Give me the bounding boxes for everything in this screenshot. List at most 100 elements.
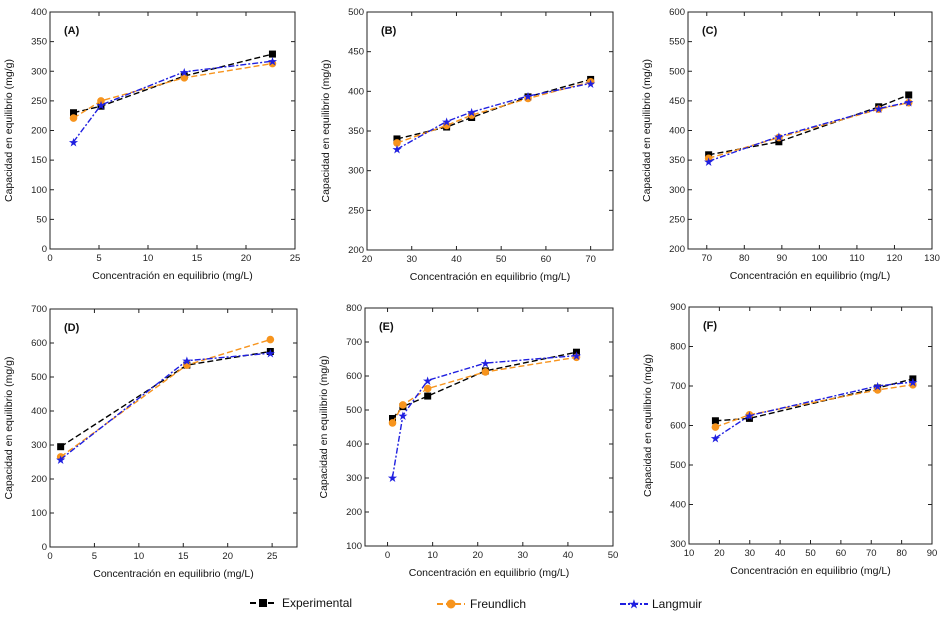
y-tick-label: 700 — [346, 337, 362, 348]
y-axis-label: Capacidad en equilibrio (mg/g) — [642, 354, 654, 497]
star-marker-icon: ★ — [628, 597, 640, 612]
circle-marker-icon — [446, 599, 456, 609]
y-tick-label: 200 — [669, 244, 685, 255]
plot-frame — [688, 306, 933, 545]
y-tick-label: 200 — [346, 507, 362, 518]
y-tick-label: 250 — [348, 205, 364, 216]
x-tick-label: 5 — [96, 253, 101, 264]
data-point-experimental — [268, 50, 276, 58]
y-tick-label: 0 — [42, 542, 47, 553]
y-tick-label: 500 — [669, 66, 685, 77]
panel-f: 10 20 30 40 50 60 70 80 90 300 400 500 600 700 800 900 C… — [642, 302, 937, 577]
y-tick-label: 550 — [669, 37, 685, 48]
data-point-experimental — [775, 138, 783, 146]
data-point-langmuir: ★ — [903, 96, 914, 110]
x-axis-label: Concentración en equilibrio (mg/L) — [92, 270, 253, 282]
y-tick-label: 350 — [31, 37, 47, 48]
x-tick-label: 80 — [896, 548, 907, 559]
y-axis-label: Capacidad en equilibrio (mg/g) — [320, 60, 332, 203]
x-tick-label: 40 — [563, 550, 574, 561]
data-point-freundlich — [97, 97, 105, 105]
data-point-experimental — [909, 375, 917, 383]
series-line-langmuir — [396, 82, 591, 150]
data-point-freundlich — [423, 384, 432, 393]
y-tick-label: 500 — [670, 460, 686, 471]
x-tick-label: 110 — [849, 253, 864, 264]
x-tick-label: 15 — [192, 253, 203, 264]
series-line-freundlich — [73, 62, 273, 119]
data-point-freundlich — [399, 401, 407, 409]
data-point-freundlich — [711, 423, 720, 431]
plot-frame — [364, 307, 614, 547]
x-tick-label: 20 — [222, 551, 233, 562]
x-tick-label: 60 — [541, 254, 552, 265]
panel-label: (B) — [381, 25, 397, 37]
data-point-langmuir: ★ — [181, 354, 192, 368]
x-tick-label: 20 — [472, 550, 483, 561]
series-line-experimental — [60, 350, 271, 448]
panel-d: 0 5 10 15 20 25 0 100 200 300 400 500 600 700 Concentr… — [3, 304, 298, 580]
y-tick-label: 400 — [31, 406, 47, 417]
series-line-langmuir — [391, 354, 577, 478]
y-axis-label: Capacidad en equilibrio (mg/g) — [318, 356, 330, 499]
x-tick-label: 20 — [714, 548, 725, 559]
y-tick-label: 500 — [348, 7, 364, 18]
y-tick-label: 400 — [670, 500, 686, 511]
data-point-experimental — [70, 109, 78, 117]
plot-frame — [366, 11, 614, 251]
data-point-langmuir: ★ — [397, 409, 408, 423]
x-tick-label: 0 — [385, 550, 390, 561]
panel-a: 0 5 10 15 20 25050100150200250300350400Concen… — [3, 7, 300, 282]
square-marker-icon — [259, 599, 267, 607]
x-tick-label: 80 — [739, 253, 750, 264]
y-tick-label: 450 — [348, 47, 364, 58]
legend: Experimental Freundlich ★ Langmuir — [250, 596, 702, 612]
y-tick-label: 50 — [36, 214, 47, 225]
plot-frame — [49, 11, 296, 250]
data-point-langmuir: ★ — [523, 90, 534, 104]
panel-label: (F) — [703, 320, 717, 332]
x-tick-label: 90 — [777, 253, 788, 264]
y-tick-label: 600 — [670, 421, 686, 432]
data-point-freundlich — [874, 105, 883, 113]
y-tick-label: 400 — [346, 439, 362, 450]
y-tick-label: 600 — [669, 7, 685, 18]
x-tick-label: 20 — [362, 254, 373, 265]
data-point-langmuir: ★ — [68, 135, 79, 149]
data-point-langmuir: ★ — [703, 155, 714, 169]
x-tick-label: 30 — [744, 548, 755, 559]
y-tick-label: 400 — [31, 7, 47, 18]
x-axis-label: Concentración en equilibrio (mg/L) — [730, 270, 891, 282]
x-tick-label: 40 — [451, 254, 462, 265]
y-tick-label: 700 — [670, 381, 686, 392]
y-tick-label: 200 — [348, 245, 364, 256]
data-point-freundlich — [69, 114, 78, 122]
y-tick-label: 250 — [31, 96, 47, 107]
data-point-freundlich — [442, 121, 451, 130]
data-point-langmuir: ★ — [710, 432, 721, 446]
data-point-langmuir: ★ — [773, 130, 784, 144]
y-tick-label: 350 — [348, 126, 364, 137]
y-tick-label: 800 — [670, 342, 686, 353]
legend-langmuir: ★ Langmuir — [620, 597, 702, 612]
legend-experimental: Experimental — [250, 596, 352, 610]
x-tick-label: 0 — [47, 253, 52, 264]
y-tick-label: 450 — [669, 96, 685, 107]
y-tick-label: 600 — [346, 371, 362, 382]
data-point-langmuir: ★ — [265, 347, 276, 361]
data-point-langmuir: ★ — [441, 115, 452, 129]
y-tick-label: 100 — [31, 508, 47, 519]
x-tick-label: 90 — [927, 548, 938, 559]
x-tick-label: 60 — [836, 548, 847, 559]
x-tick-label: 15 — [178, 551, 189, 562]
x-axis-label: Concentración en equilibrio (mg/L) — [93, 568, 254, 580]
data-point-langmuir: ★ — [480, 357, 491, 371]
data-point-freundlich — [873, 386, 882, 394]
data-point-freundlich — [393, 139, 401, 147]
x-tick-label: 100 — [811, 253, 827, 264]
data-point-experimental — [57, 443, 65, 451]
x-tick-label: 10 — [427, 550, 438, 561]
x-tick-label: 10 — [134, 551, 145, 562]
y-tick-label: 200 — [31, 126, 47, 137]
